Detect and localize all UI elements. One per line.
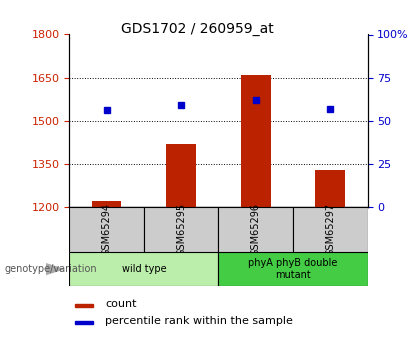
Text: GSM65294: GSM65294 xyxy=(102,203,112,256)
Text: percentile rank within the sample: percentile rank within the sample xyxy=(105,316,293,326)
Text: genotype/variation: genotype/variation xyxy=(4,264,97,274)
FancyBboxPatch shape xyxy=(144,207,218,252)
Text: GSM65295: GSM65295 xyxy=(176,203,186,256)
FancyBboxPatch shape xyxy=(218,252,368,286)
Bar xyxy=(166,144,196,207)
Bar xyxy=(75,304,93,307)
FancyBboxPatch shape xyxy=(293,207,368,252)
Text: GSM65297: GSM65297 xyxy=(325,203,335,256)
Bar xyxy=(75,321,93,324)
Text: GSM65296: GSM65296 xyxy=(251,203,261,256)
Bar xyxy=(315,170,345,207)
Text: phyA phyB double
mutant: phyA phyB double mutant xyxy=(248,258,338,280)
Polygon shape xyxy=(46,264,63,274)
FancyBboxPatch shape xyxy=(69,207,144,252)
Text: GDS1702 / 260959_at: GDS1702 / 260959_at xyxy=(121,22,274,37)
Text: count: count xyxy=(105,299,136,308)
Bar xyxy=(241,75,270,207)
Text: wild type: wild type xyxy=(121,264,166,274)
FancyBboxPatch shape xyxy=(69,252,218,286)
FancyBboxPatch shape xyxy=(218,207,293,252)
Bar xyxy=(92,201,121,207)
